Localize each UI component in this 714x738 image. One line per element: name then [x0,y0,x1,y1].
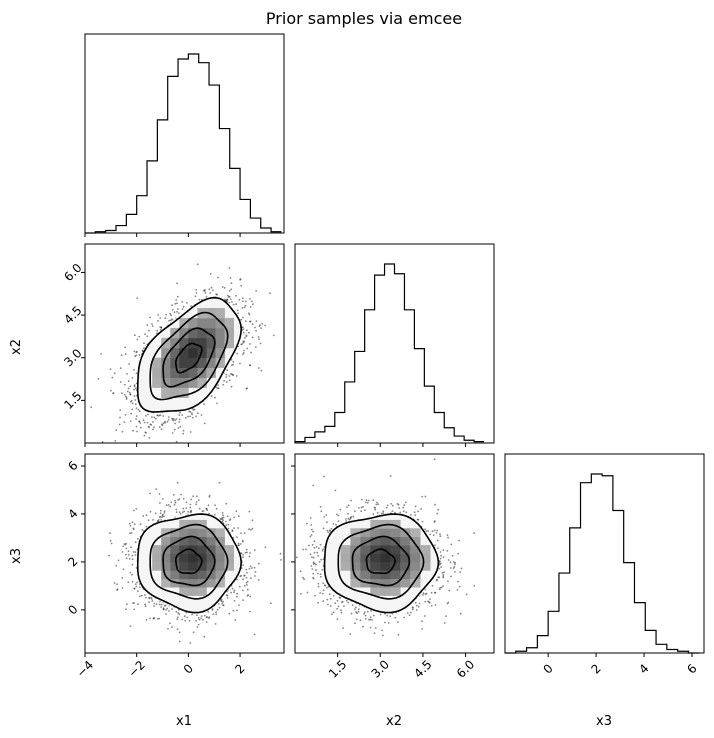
contour-x1-x3-1 [162,535,216,587]
histogram-steps-x2 [294,263,485,443]
x-tick-label-x1-1: −2 [125,658,147,680]
x-axis-label-x2: x2 [386,714,402,729]
contour-x1-x2-0 [175,342,203,374]
y-tick-label-x3-3: 6 [65,458,80,473]
y-tick-label-x2-3: 6.0 [61,261,84,284]
y-tick-label-x3-0: 0 [65,602,80,617]
density-x1-x3 [152,519,234,596]
panel-frame-1-0 [84,243,285,444]
panel-frame-2-0 [84,453,285,654]
contour-x1-x3-3 [136,513,243,614]
panel-frame-2-1 [294,453,495,654]
histogram-x2 [294,263,485,443]
x-tick-label-x2-0: 1.5 [326,657,349,680]
y-axis-label-x2: x2 [9,339,24,355]
x-tick-label-x2-3: 6.0 [454,657,477,680]
density-x1-x2 [152,308,234,398]
x-tick-label-x2-2: 4.5 [411,657,434,680]
x-tick-label-x3-1: 2 [588,661,603,676]
y-tick-label-x3-2: 4 [65,506,80,521]
panel-frame-1-1 [294,243,495,444]
contour-x2-x3-0 [365,548,396,575]
x-tick-label-x1-0: −4 [74,658,96,680]
scatter-x1-x2 [90,263,275,443]
contour-x1-x2-3 [136,296,243,413]
histogram-steps-x3 [505,473,700,654]
x-tick-label-x3-2: 4 [636,661,651,676]
scatter-x2-x3 [295,458,476,637]
y-axis-label-x3: x3 [9,548,24,564]
contour-x2-x3-2 [337,523,425,600]
histogram-x3 [505,473,700,654]
y-tick-label-x2-0: 1.5 [61,389,84,412]
contour-x1-x2-1 [162,327,216,388]
x-axis-label-x1: x1 [176,714,192,729]
contour-x1-x2-2 [149,311,229,401]
contour-x2-x3-3 [323,513,440,614]
x-tick-label-x1-2: 0 [181,661,196,676]
panels: 1.5 3.0 4.5 6.0 −4 −2 0 2 0 2 4 6 1.5 3.0 4.5 6.0 0 2 4 6 [61,33,705,681]
contour-x2-x3-1 [351,535,411,587]
x-tick-label-x2-1: 3.0 [369,657,392,680]
histogram-x1 [85,53,282,234]
density-x2-x3 [340,519,431,596]
panel-frame-0-0 [84,33,285,234]
contour-x1-x3-0 [175,548,203,575]
panel-frame-2-2 [504,453,705,654]
y-tick-label-x2-1: 3.0 [61,346,84,369]
scatter-x1-x3 [108,481,282,644]
y-tick-label-x2-2: 4.5 [61,303,84,326]
x-tick-label-x1-3: 2 [232,661,247,676]
x-tick-label-x3-0: 0 [541,661,556,676]
x-axis-label-x3: x3 [596,714,612,729]
chart-title: Prior samples via emcee [266,9,462,28]
contour-x1-x3-2 [149,523,229,600]
histogram-steps-x1 [85,53,282,234]
y-tick-label-x3-1: 2 [65,554,80,569]
x-tick-label-x3-3: 6 [684,661,699,676]
